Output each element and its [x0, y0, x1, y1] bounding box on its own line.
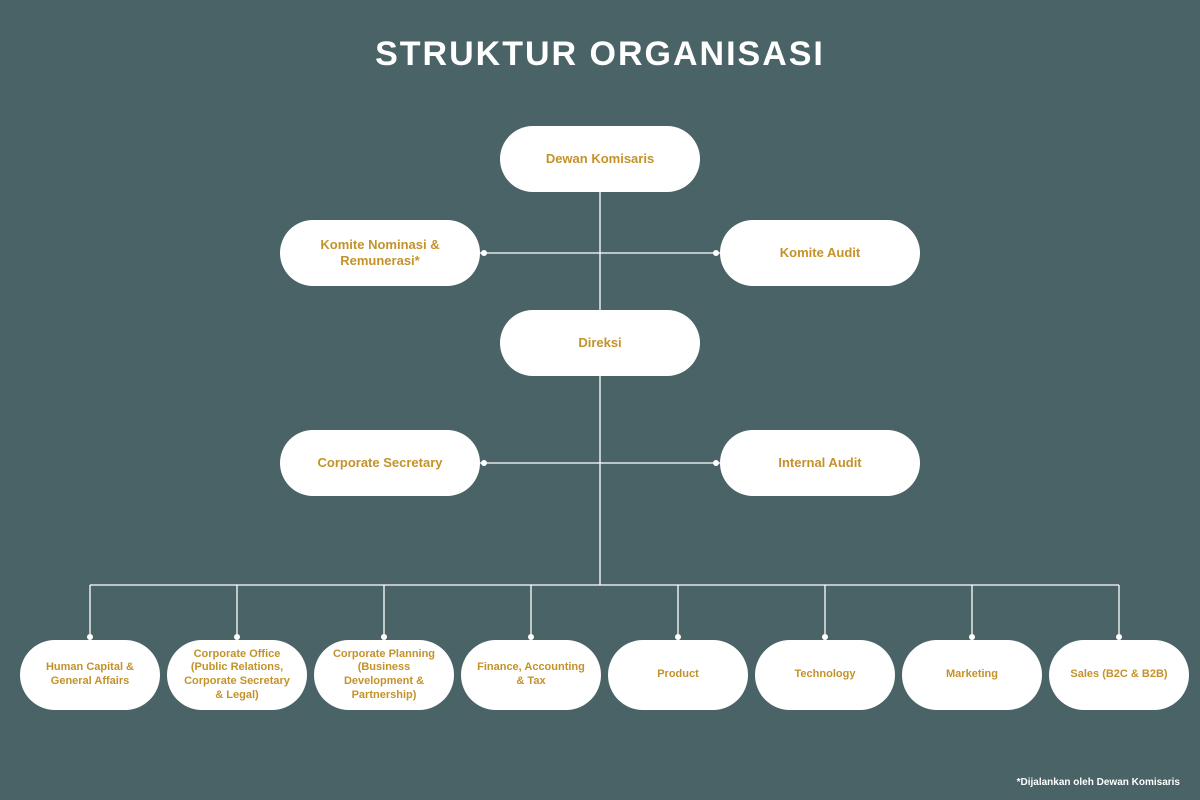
page-title: STRUKTUR ORGANISASI [0, 35, 1200, 74]
node-direksi: Direksi [500, 310, 700, 376]
node-sales: Sales (B2C & B2B) [1049, 640, 1189, 710]
node-human-capital: Human Capital & General Affairs [20, 640, 160, 710]
node-corporate-planning: Corporate Planning (Business Development… [314, 640, 454, 710]
node-corporate-office: Corporate Office (Public Relations, Corp… [167, 640, 307, 710]
node-finance: Finance, Accounting & Tax [461, 640, 601, 710]
node-technology: Technology [755, 640, 895, 710]
node-komite-nominasi: Komite Nominasi & Remunerasi* [280, 220, 480, 286]
node-corporate-secretary: Corporate Secretary [280, 430, 480, 496]
node-dewan-komisaris: Dewan Komisaris [500, 126, 700, 192]
node-internal-audit: Internal Audit [720, 430, 920, 496]
node-product: Product [608, 640, 748, 710]
node-komite-audit: Komite Audit [720, 220, 920, 286]
node-marketing: Marketing [902, 640, 1042, 710]
footnote: *Dijalankan oleh Dewan Komisaris [1017, 777, 1180, 788]
